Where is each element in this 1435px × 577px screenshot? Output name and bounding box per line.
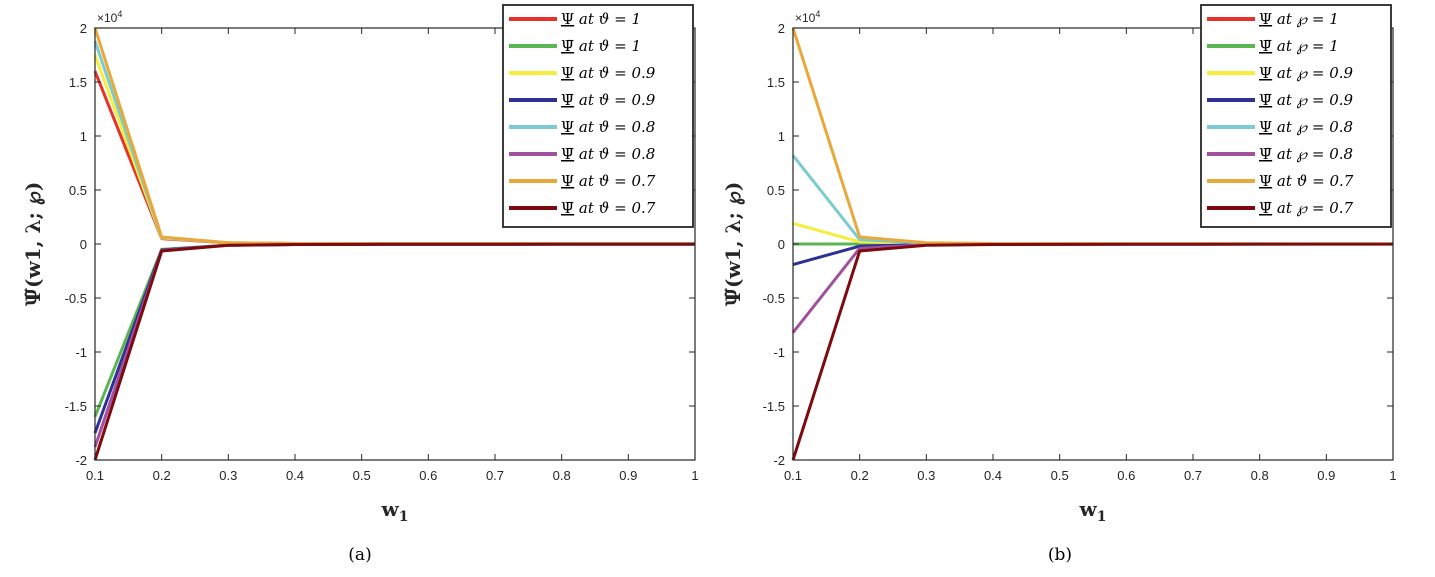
series-line-6 [791,242,1393,334]
legend-label-7: Ψ at ϑ = 0.7 [561,172,656,190]
y-tick-label: -1.5 [763,399,785,414]
x-tick-label: 1 [1389,468,1396,483]
y-tick-label: 1.5 [767,75,785,90]
y-multiplier: ×104 [97,9,122,25]
x-tick-label: 1 [691,468,698,483]
x-tick-label: 0.3 [219,468,237,483]
x-tick-label: 0.5 [1051,468,1069,483]
x-tick-label: 0.3 [917,468,935,483]
y-tick-label: 0 [778,237,785,252]
x-tick-label: 0.4 [286,468,304,483]
series-line-4 [93,242,695,434]
x-tick-label: 0.7 [1184,468,1202,483]
chart-panel-a: 0.1 0.2 0.3 0.4 0.5 0.6 0.7 0.8 0.9 1 -2 -1.5 -1 -0.5… [21,4,699,565]
y-tick-label: -1.5 [65,399,87,414]
legend-label-1: Ψ at ϑ = 1 [561,10,641,28]
legend-box [1200,4,1392,228]
x-tick-label: 0.8 [1251,468,1269,483]
y-tick-label: -1 [75,345,87,360]
legend-label-8: Ψ̄ at ϑ = 0.7 [561,199,656,217]
series-line-8 [93,242,695,461]
legend-label-6: Ψ̄ at ϑ = 0.8 [561,145,655,163]
x-tick-label: 0.4 [984,468,1002,483]
y-tick-label: -2 [75,453,87,468]
y-tick-label: -1 [773,345,785,360]
x-tick-label: 0.1 [784,468,802,483]
legend-label-4: Ψ̄ at ϑ = 0.9 [561,91,656,109]
panel-caption: (b) [1048,545,1072,565]
x-tick-label: 0.6 [419,468,437,483]
legend-label-2: Ψ̄ at ℘ = 1 [1259,37,1339,55]
x-axis-label: w1 [1079,497,1107,525]
legend-label-3: Ψ at ℘ = 0.9 [1259,64,1354,82]
chart-panel-b: 0.1 0.2 0.3 0.4 0.5 0.6 0.7 0.8 0.9 1 -2 -1.5 -1 -0.5… [721,4,1397,565]
x-tick-label: 0.2 [851,468,869,483]
y-tick-label: 2 [778,21,785,36]
x-tick-label: 0.2 [153,468,171,483]
y-multiplier: ×104 [795,9,820,25]
y-axis-label: Ψ̃(w1, λ; ℘) [721,182,745,307]
y-tick-label: 0 [80,237,87,252]
series-line-6 [93,242,695,448]
legend-box [502,4,694,228]
series-line-8 [791,242,1393,461]
x-tick-label: 0.9 [619,468,637,483]
y-axis-label: Ψ̃(w1, λ; ℘) [21,182,45,307]
legend-label-7: Ψ at ϑ = 0.7 [1259,172,1354,190]
legend-label-1: Ψ at ℘ = 1 [1259,10,1339,28]
legend-label-3: Ψ at ϑ = 0.9 [561,64,656,82]
y-tick-label: -0.5 [763,291,785,306]
legend-label-2: Ψ̄ at ϑ = 1 [561,37,641,55]
series-line-2 [93,242,695,418]
legend-label-5: Ψ at ℘ = 0.8 [1259,118,1353,136]
legend: Ψ at ℘ = 1 Ψ̄ at ℘ = 1 Ψ at ℘ = 0.9 Ψ̄ at ℘… [1200,4,1392,228]
x-tick-label: 0.1 [86,468,104,483]
panel-caption: (a) [348,545,371,565]
y-tick-label: 0.5 [767,183,785,198]
x-axis-label: w1 [381,497,409,525]
x-tick-label: 0.9 [1317,468,1335,483]
legend-label-8: Ψ̄ at ℘ = 0.7 [1259,199,1354,217]
y-tick-label: -2 [773,453,785,468]
y-tick-label: 0.5 [69,183,87,198]
y-tick-label: 1.5 [69,75,87,90]
legend-label-4: Ψ̄ at ℘ = 0.9 [1259,91,1354,109]
y-tick-label: 1 [80,129,87,144]
x-tick-label: 0.5 [353,468,371,483]
x-tick-label: 0.8 [553,468,571,483]
x-tick-label: 0.7 [486,468,504,483]
y-tick-label: -0.5 [65,291,87,306]
legend: Ψ at ϑ = 1 Ψ̄ at ϑ = 1 Ψ at ϑ = 0.9 Ψ̄ at ϑ… [502,4,694,228]
legend-label-5: Ψ at ϑ = 0.8 [561,118,655,136]
y-tick-label: 1 [778,129,785,144]
legend-label-6: Ψ̄ at ℘ = 0.8 [1259,145,1353,163]
x-tick-label: 0.6 [1117,468,1135,483]
y-tick-label: 2 [80,21,87,36]
